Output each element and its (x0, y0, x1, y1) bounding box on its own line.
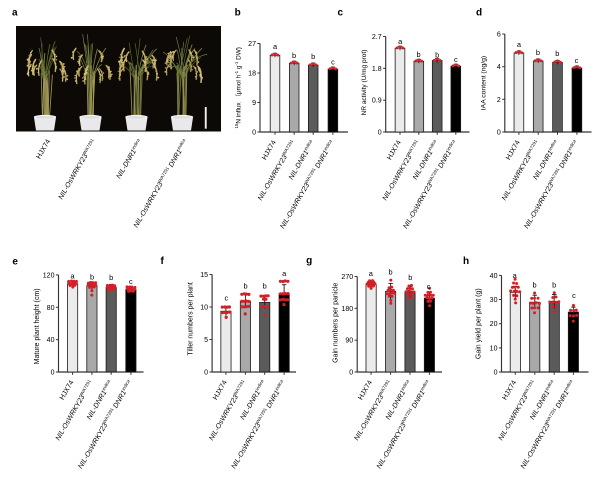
svg-text:10: 10 (200, 305, 208, 312)
svg-text:Mature plant height (cm): Mature plant height (cm) (34, 288, 41, 364)
svg-text:c: c (572, 291, 576, 300)
svg-text:b: b (408, 273, 412, 282)
svg-text:d: d (476, 8, 482, 19)
svg-text:a: a (369, 269, 374, 278)
svg-text:b: b (243, 281, 247, 290)
svg-text:80: 80 (47, 305, 55, 312)
svg-text:0: 0 (497, 130, 501, 137)
svg-text:15: 15 (200, 272, 208, 279)
svg-text:Tiller numbers per plant: Tiller numbers per plant (187, 282, 194, 355)
svg-text:f: f (161, 256, 165, 267)
svg-text:0: 0 (51, 370, 55, 377)
svg-text:4: 4 (497, 64, 501, 71)
svg-text:180: 180 (341, 306, 353, 313)
svg-text:20: 20 (490, 321, 498, 328)
svg-text:120: 120 (43, 272, 55, 279)
svg-text:a: a (71, 271, 76, 280)
svg-text:1.8: 1.8 (372, 66, 382, 73)
svg-text:0: 0 (252, 130, 256, 137)
svg-text:a: a (282, 269, 287, 278)
svg-text:270: 270 (341, 274, 353, 281)
svg-text:b: b (263, 281, 267, 290)
svg-text:10: 10 (490, 345, 498, 352)
svg-text:0.9: 0.9 (372, 98, 382, 105)
svg-text:c: c (129, 277, 133, 286)
svg-text:0: 0 (204, 370, 208, 377)
svg-text:Gain numbers per panicle: Gain numbers per panicle (332, 283, 339, 363)
svg-text:b: b (552, 281, 556, 290)
svg-text:b: b (536, 48, 540, 57)
svg-text:a: a (12, 8, 18, 19)
svg-text:e: e (12, 256, 18, 267)
svg-text:c: c (575, 56, 579, 65)
svg-text:a: a (517, 40, 522, 49)
svg-text:b: b (292, 51, 296, 60)
svg-text:90: 90 (345, 338, 353, 345)
svg-text:9: 9 (252, 100, 256, 107)
svg-text:2: 2 (497, 97, 501, 104)
svg-text:a: a (273, 42, 278, 51)
svg-text:g: g (306, 256, 312, 267)
svg-text:0: 0 (494, 370, 498, 377)
svg-text:c: c (331, 57, 335, 66)
svg-text:b: b (532, 281, 536, 290)
svg-text:c: c (427, 282, 431, 291)
svg-text:15N influx （μmol h-1 g-1 DW): 15N influx （μmol h-1 g-1 DW) (234, 47, 242, 128)
svg-text:18: 18 (248, 71, 256, 78)
svg-text:IAA content (ng/g): IAA content (ng/g) (481, 56, 488, 110)
svg-text:b: b (90, 272, 94, 281)
svg-text:b: b (311, 52, 315, 61)
svg-text:a: a (398, 37, 403, 46)
svg-text:6: 6 (497, 32, 501, 39)
svg-text:c: c (338, 8, 344, 19)
svg-text:b: b (109, 273, 113, 282)
svg-text:40: 40 (47, 337, 55, 344)
svg-text:b: b (435, 51, 439, 60)
svg-text:5: 5 (204, 337, 208, 344)
svg-text:b: b (417, 50, 421, 59)
svg-text:c: c (225, 293, 229, 302)
svg-text:a: a (513, 271, 518, 280)
svg-text:0: 0 (378, 130, 382, 137)
svg-text:b: b (388, 267, 392, 276)
svg-text:c: c (454, 55, 458, 64)
svg-text:2.7: 2.7 (372, 34, 382, 41)
svg-text:0: 0 (349, 370, 353, 377)
svg-text:b: b (235, 8, 241, 19)
svg-text:40: 40 (490, 273, 498, 280)
svg-text:b: b (555, 49, 559, 58)
svg-text:Gain yield per plant (g): Gain yield per plant (g) (476, 288, 483, 359)
svg-text:h: h (463, 256, 469, 267)
svg-text:NR activity (U/mg prot): NR activity (U/mg prot) (361, 50, 368, 116)
svg-text:30: 30 (490, 297, 498, 304)
svg-text:27: 27 (248, 41, 256, 48)
